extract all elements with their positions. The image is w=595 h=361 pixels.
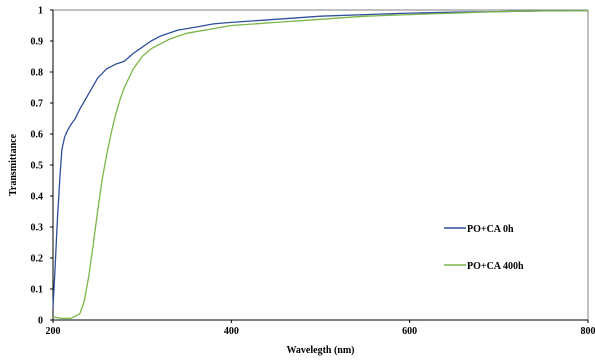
y-tick-label: 0.9	[31, 37, 44, 48]
y-tick-label: 0.6	[31, 130, 44, 141]
y-axis-title: Transmittance	[8, 133, 19, 196]
x-tick-label: 200	[46, 326, 61, 337]
y-tick-label: 0.4	[31, 192, 44, 203]
legend-label-0: PO+CA 0h	[467, 224, 514, 235]
x-tick-labels: 200 400 600 800	[46, 320, 595, 337]
y-tick-label: 1	[38, 6, 43, 17]
y-tick-label: 0.8	[31, 68, 44, 79]
x-tick-label: 800	[581, 326, 595, 337]
x-tick-label: 400	[224, 326, 239, 337]
series-line-1	[52, 9, 589, 320]
y-tick-label: 0.2	[31, 254, 44, 265]
y-tick-label: 0.1	[31, 285, 44, 296]
series-layer	[52, 9, 589, 320]
legend: PO+CA 0h PO+CA 400h	[444, 224, 524, 272]
y-tick-label: 0	[38, 316, 43, 327]
y-tick-labels: 0 0.1 0.2 0.3 0.4 0.5 0.6 0.7 0.8 0.9 1	[31, 6, 53, 327]
x-tick-label: 600	[402, 326, 417, 337]
legend-label-1: PO+CA 400h	[467, 261, 524, 272]
y-tick-label: 0.7	[31, 99, 44, 110]
y-tick-label: 0.5	[31, 161, 44, 172]
axes	[52, 9, 589, 321]
y-tick-label: 0.3	[31, 223, 44, 234]
series-line-0	[52, 9, 589, 308]
x-axis-title: Wavelegth (nm)	[286, 345, 354, 356]
